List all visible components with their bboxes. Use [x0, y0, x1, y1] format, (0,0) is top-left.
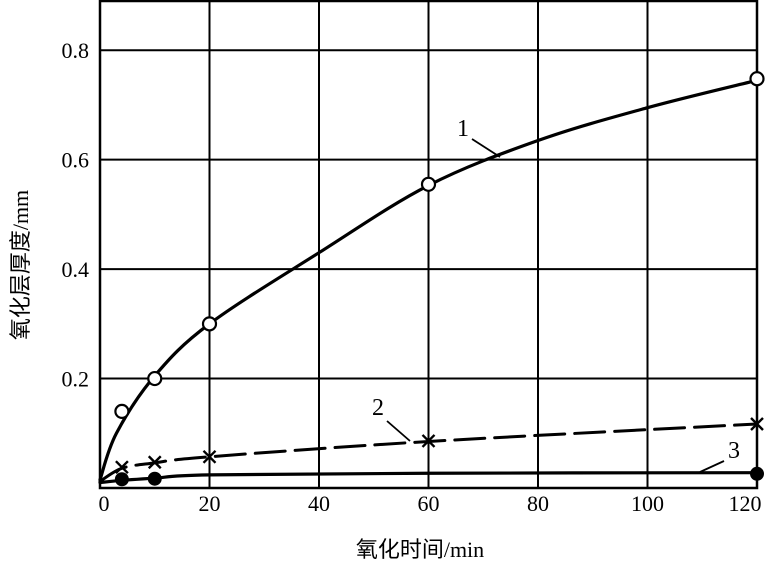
series-2-marker — [750, 417, 764, 431]
series-3 — [98, 466, 764, 487]
y-axis-label: 氧化层厚度/mm — [8, 190, 33, 340]
x-tick-label: 60 — [418, 491, 440, 516]
x-tick-label: 40 — [308, 491, 330, 516]
y-tick-label: 0.4 — [62, 257, 90, 282]
series-3-marker — [114, 472, 129, 487]
series-2-marker — [115, 460, 129, 475]
y-tick-label: 0.6 — [62, 148, 90, 173]
x-tick-label: 120 — [729, 491, 762, 516]
series-annotations: 1 2 3 — [372, 116, 740, 473]
series-2 — [98, 417, 764, 483]
plot-frame — [98, 0, 759, 490]
series-3-label: 3 — [728, 438, 740, 464]
series-1-leader-line — [471, 138, 501, 158]
series-1-label: 1 — [457, 116, 469, 142]
y-tick-label: 0.2 — [62, 367, 90, 392]
series-1-line — [98, 78, 759, 482]
x-marker-stroke — [202, 449, 217, 464]
series-1-marker — [147, 370, 163, 387]
x-tick-label: 80 — [527, 491, 549, 516]
x-marker-stroke — [750, 417, 764, 431]
series-1-marker — [420, 176, 437, 192]
x-marker-stroke — [115, 460, 129, 475]
series-1-marker — [114, 403, 130, 419]
series-2-label: 2 — [372, 395, 384, 421]
series-1-marker — [749, 71, 765, 87]
y-tick-label: 0.8 — [62, 38, 90, 63]
grid — [100, 1, 757, 488]
x-marker-stroke — [147, 455, 162, 470]
x-tick-label: 100 — [631, 491, 664, 516]
series-3-leader-line — [699, 460, 725, 473]
series-3-marker — [147, 471, 162, 486]
series-2-marker — [202, 449, 217, 464]
series-3-marker — [750, 466, 764, 481]
series-2-marker — [147, 455, 162, 470]
series-2-marker — [421, 434, 436, 448]
series-1-marker — [201, 316, 218, 332]
tick-labels: 0 20 40 60 80 100 120 0.2 0.4 0.6 0.8 — [62, 38, 762, 516]
x-tick-label: 0 — [99, 491, 110, 516]
series-1 — [98, 71, 765, 482]
series-2-leader-line — [386, 420, 411, 442]
x-axis-label: 氧化时间/min — [356, 537, 484, 562]
x-marker-stroke — [421, 434, 436, 448]
x-tick-label: 20 — [199, 491, 221, 516]
series — [98, 71, 765, 487]
